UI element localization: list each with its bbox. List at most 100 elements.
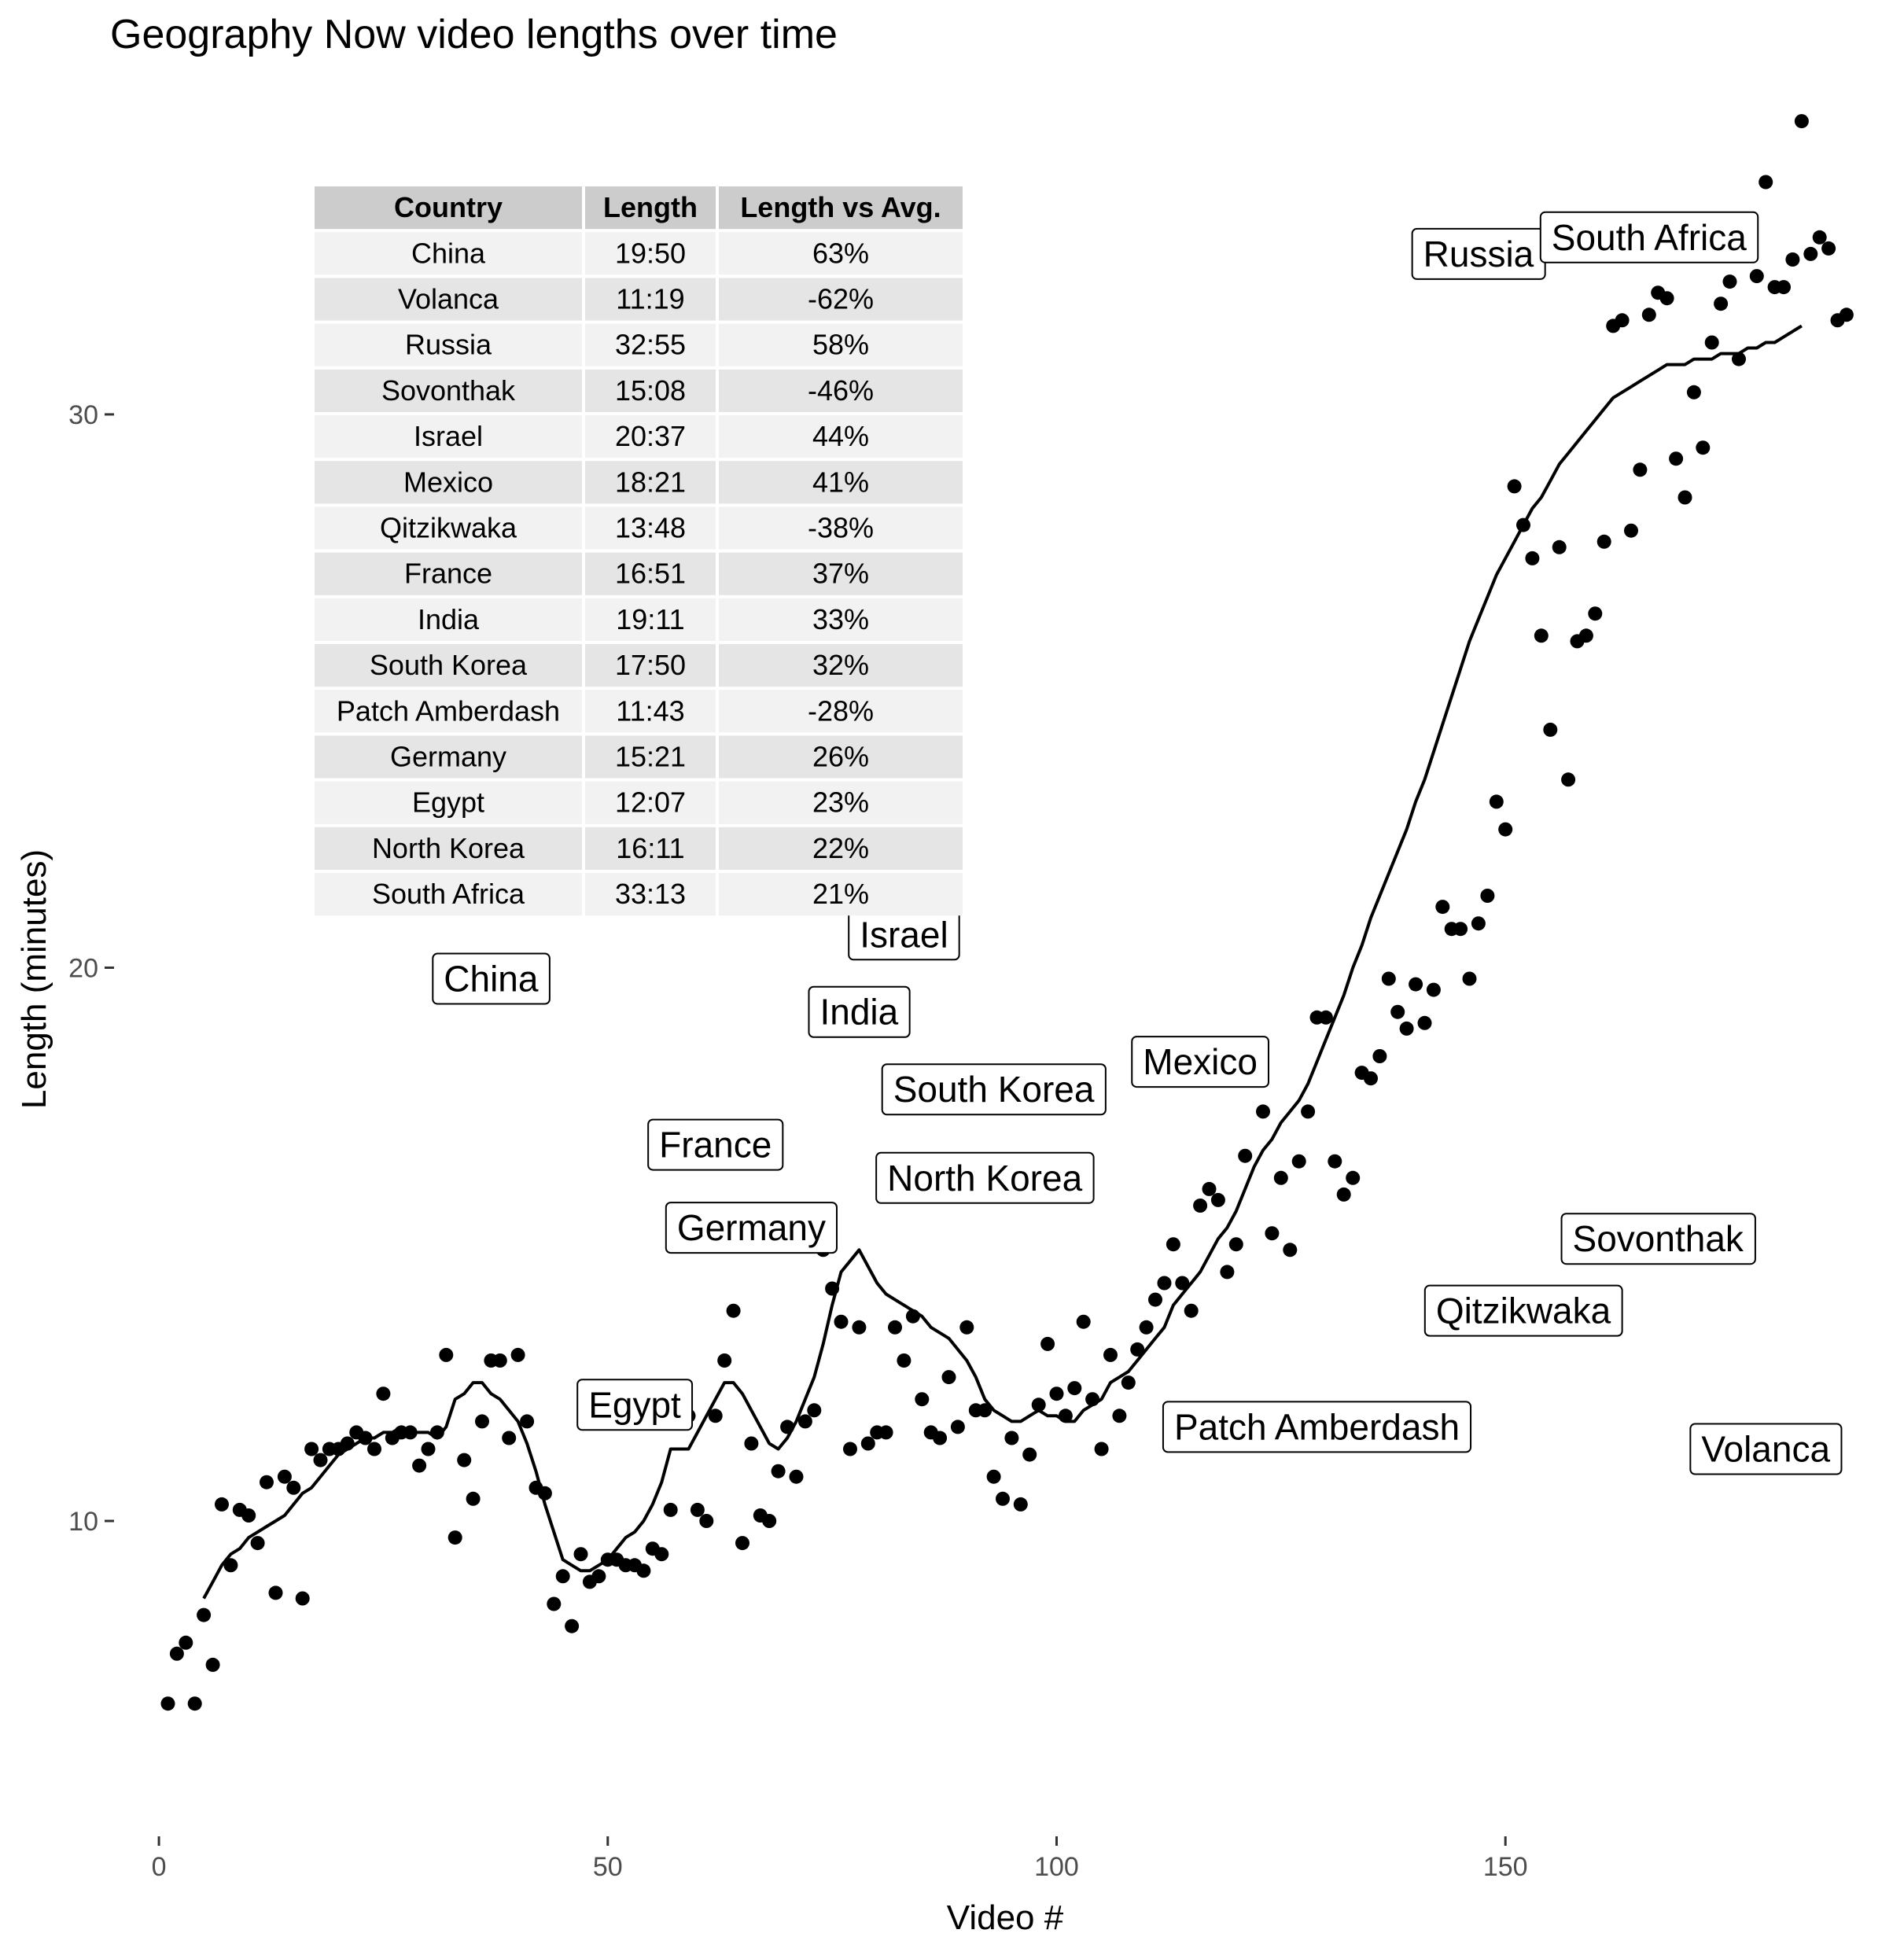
data-point	[825, 1281, 840, 1296]
data-point	[1013, 1497, 1028, 1512]
country-label: Qitzikwaka	[1423, 1284, 1623, 1337]
data-point	[860, 1436, 875, 1451]
country-label-box	[1131, 1036, 1269, 1088]
data-point	[555, 1569, 570, 1584]
data-point	[1346, 1170, 1361, 1185]
data-point	[573, 1547, 588, 1562]
country-label: India	[808, 985, 911, 1038]
table-cell: 20:37	[615, 420, 686, 452]
table-cell: 63%	[812, 237, 869, 269]
data-point	[160, 1696, 175, 1711]
data-point	[260, 1475, 274, 1490]
table-cell: Russia	[405, 329, 492, 361]
data-point	[1301, 1104, 1316, 1119]
table-cell-bg	[719, 415, 963, 458]
country-label-box	[1162, 1401, 1472, 1453]
table-cell: Patch Amberdash	[337, 694, 560, 727]
table-cell: -46%	[808, 374, 874, 407]
table-cell-bg	[719, 506, 963, 550]
country-label-box	[1423, 1284, 1623, 1337]
data-point	[1193, 1199, 1208, 1213]
table-cell: Volanca	[398, 283, 499, 315]
data-point	[1273, 1170, 1288, 1185]
table-cell: 21%	[812, 878, 869, 910]
country-label-box	[432, 952, 551, 1005]
data-point	[1202, 1181, 1217, 1196]
country-label: Mexico	[1131, 1036, 1269, 1088]
data-point	[933, 1431, 948, 1445]
country-label-text: Volanca	[1701, 1429, 1830, 1470]
table-cell-bg	[719, 644, 963, 687]
y-tick-label: 30	[68, 400, 98, 430]
country-label-box	[1539, 211, 1759, 263]
table-cell-bg	[315, 690, 582, 733]
data-point	[789, 1469, 804, 1484]
data-point	[286, 1480, 301, 1495]
country-label-text: Qitzikwaka	[1436, 1291, 1611, 1331]
table-cell: Egypt	[412, 786, 484, 819]
data-point	[1516, 517, 1530, 532]
data-point	[268, 1585, 283, 1600]
data-point	[834, 1314, 849, 1329]
data-point	[1076, 1314, 1091, 1329]
data-point	[537, 1486, 552, 1501]
country-label-box	[647, 1118, 784, 1171]
country-label: Egypt	[576, 1379, 694, 1431]
table-cell: 58%	[812, 329, 869, 361]
table-cell-bg	[315, 506, 582, 550]
data-point	[1256, 1104, 1270, 1119]
table-cell-bg	[719, 735, 963, 779]
data-point	[1184, 1303, 1199, 1318]
data-point	[1759, 175, 1773, 190]
data-point	[1031, 1397, 1046, 1412]
data-point	[412, 1458, 427, 1473]
data-point	[1040, 1336, 1055, 1351]
table-cell-bg	[719, 278, 963, 321]
data-point	[1175, 1276, 1190, 1291]
data-point	[654, 1547, 669, 1562]
data-point	[241, 1508, 256, 1523]
data-point	[1228, 1237, 1243, 1252]
table-cell-bg	[719, 873, 963, 916]
country-label-text: Sovonthak	[1573, 1218, 1744, 1259]
table-cell: -28%	[808, 694, 874, 727]
data-point	[915, 1392, 930, 1407]
x-tick-label: 150	[1483, 1852, 1528, 1882]
data-point	[304, 1442, 319, 1456]
data-point	[986, 1469, 1001, 1484]
x-axis-title: Video #	[947, 1898, 1064, 1937]
table-cell-bg	[315, 598, 582, 641]
table-cell-bg	[315, 369, 582, 412]
data-point	[367, 1442, 381, 1456]
country-label-text: Mexico	[1143, 1041, 1258, 1082]
table-cell-bg	[315, 232, 582, 275]
table-cell: 26%	[812, 741, 869, 773]
data-point	[1615, 313, 1630, 328]
data-point	[996, 1491, 1010, 1506]
data-point	[1210, 1192, 1225, 1207]
table-cell: 32%	[812, 649, 869, 681]
data-point	[1094, 1442, 1109, 1456]
data-point	[1578, 628, 1593, 643]
country-label: Volanca	[1689, 1423, 1843, 1475]
data-point	[1336, 1187, 1351, 1202]
table-cell: 22%	[812, 832, 869, 864]
table-cell: -62%	[808, 283, 874, 315]
table-cell-bg	[315, 323, 582, 366]
data-point	[1139, 1320, 1154, 1335]
data-point	[1409, 977, 1423, 992]
country-label-text: Russia	[1423, 234, 1534, 274]
country-label-box	[875, 1151, 1095, 1204]
data-point	[744, 1436, 759, 1451]
data-point	[1686, 385, 1701, 400]
data-point	[941, 1370, 956, 1385]
data-point	[1417, 1015, 1432, 1030]
table-cell: 18:21	[615, 466, 686, 498]
data-point	[591, 1569, 606, 1584]
data-point	[475, 1414, 489, 1429]
table-cell: France	[404, 558, 492, 590]
data-point	[762, 1514, 777, 1528]
data-point	[187, 1696, 202, 1711]
data-point	[978, 1403, 993, 1418]
